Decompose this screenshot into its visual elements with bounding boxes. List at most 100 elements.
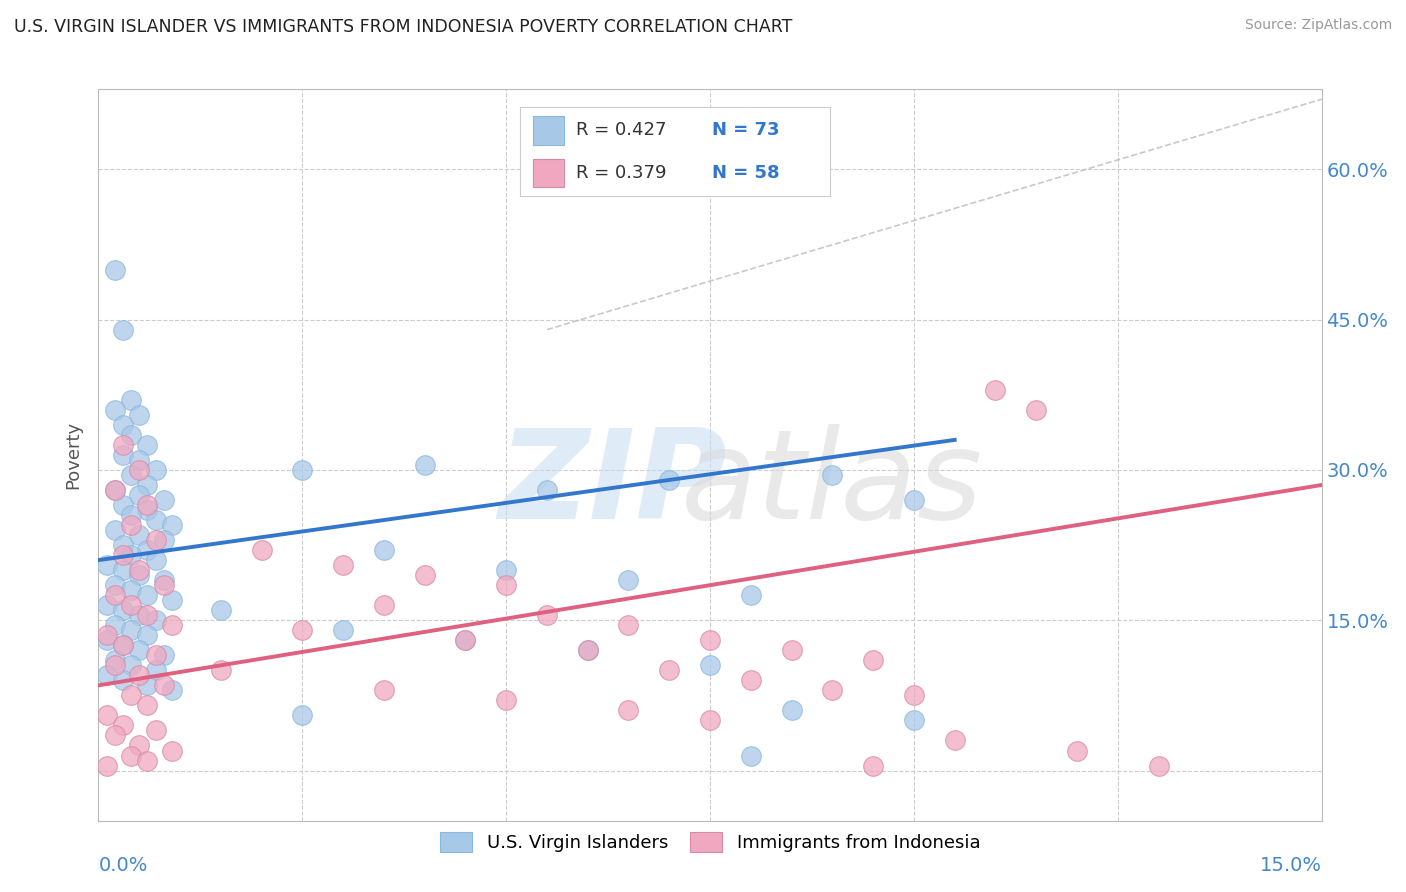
Point (96, 668, 118, 682)
Point (104, 578, 127, 592)
Point (1147, 758, 1170, 772)
Point (120, 518, 142, 533)
Legend: U.S. Virgin Islanders, Immigrants from Indonesia: U.S. Virgin Islanders, Immigrants from I… (433, 825, 987, 859)
Point (104, 658, 127, 673)
Point (96, 558, 118, 573)
Point (111, 498, 134, 512)
Point (780, 703, 803, 717)
Point (145, 613, 167, 627)
Point (332, 558, 354, 573)
Point (111, 563, 134, 577)
Text: N = 73: N = 73 (711, 121, 779, 139)
Point (152, 678, 174, 692)
Point (209, 664, 232, 678)
Point (699, 714, 721, 728)
Point (576, 643, 599, 657)
Point (96, 598, 118, 612)
Point (104, 618, 127, 632)
Point (152, 533, 174, 547)
Point (332, 624, 354, 638)
Point (160, 743, 183, 757)
Point (111, 323, 134, 337)
Point (780, 643, 803, 657)
Point (903, 493, 925, 508)
Point (821, 467, 844, 482)
Point (120, 392, 142, 407)
Point (413, 568, 436, 582)
Point (136, 628, 159, 642)
Point (128, 463, 150, 477)
Point (96, 758, 118, 772)
Point (943, 733, 966, 747)
Point (111, 718, 134, 732)
Point (128, 563, 150, 577)
Y-axis label: Poverty: Poverty (65, 421, 83, 489)
Point (495, 578, 517, 592)
FancyBboxPatch shape (533, 116, 564, 145)
Point (145, 648, 167, 663)
Point (136, 478, 159, 492)
Point (862, 758, 884, 772)
Point (160, 618, 183, 632)
Point (209, 603, 232, 617)
Point (903, 714, 925, 728)
Point (699, 658, 721, 673)
Point (120, 467, 142, 482)
Point (413, 458, 436, 472)
Point (160, 593, 183, 607)
Point (128, 408, 150, 422)
Point (152, 578, 174, 592)
Point (136, 438, 159, 452)
Point (128, 668, 150, 682)
Point (136, 678, 159, 692)
Point (699, 633, 721, 648)
Point (291, 463, 314, 477)
Point (120, 748, 142, 763)
Point (495, 563, 517, 577)
Text: N = 58: N = 58 (711, 164, 779, 182)
Point (128, 488, 150, 502)
Point (104, 262, 127, 277)
Text: Source: ZipAtlas.com: Source: ZipAtlas.com (1244, 18, 1392, 32)
Point (152, 573, 174, 587)
Point (291, 708, 314, 723)
Point (111, 638, 134, 652)
Point (145, 723, 167, 738)
Point (373, 683, 395, 698)
Point (104, 483, 127, 497)
Point (152, 648, 174, 663)
Point (120, 598, 142, 612)
Point (96, 633, 118, 648)
Point (104, 483, 127, 497)
Point (821, 683, 844, 698)
Point (658, 664, 681, 678)
Point (373, 543, 395, 558)
Point (120, 658, 142, 673)
Point (120, 508, 142, 522)
Point (104, 588, 127, 602)
Point (120, 583, 142, 598)
Point (111, 417, 134, 432)
Point (576, 643, 599, 657)
Point (145, 553, 167, 567)
Point (740, 748, 762, 763)
Point (250, 543, 273, 558)
Point (152, 493, 174, 508)
Point (111, 673, 134, 688)
Point (454, 633, 477, 648)
Point (617, 703, 640, 717)
Text: 15.0%: 15.0% (1260, 855, 1322, 875)
Point (536, 483, 558, 497)
Point (96, 708, 118, 723)
Point (373, 598, 395, 612)
Point (145, 463, 167, 477)
Point (128, 568, 150, 582)
Point (104, 523, 127, 537)
Point (111, 538, 134, 552)
Point (136, 608, 159, 623)
Point (120, 624, 142, 638)
Point (145, 664, 167, 678)
Point (145, 533, 167, 547)
Point (111, 438, 134, 452)
Point (495, 693, 517, 707)
